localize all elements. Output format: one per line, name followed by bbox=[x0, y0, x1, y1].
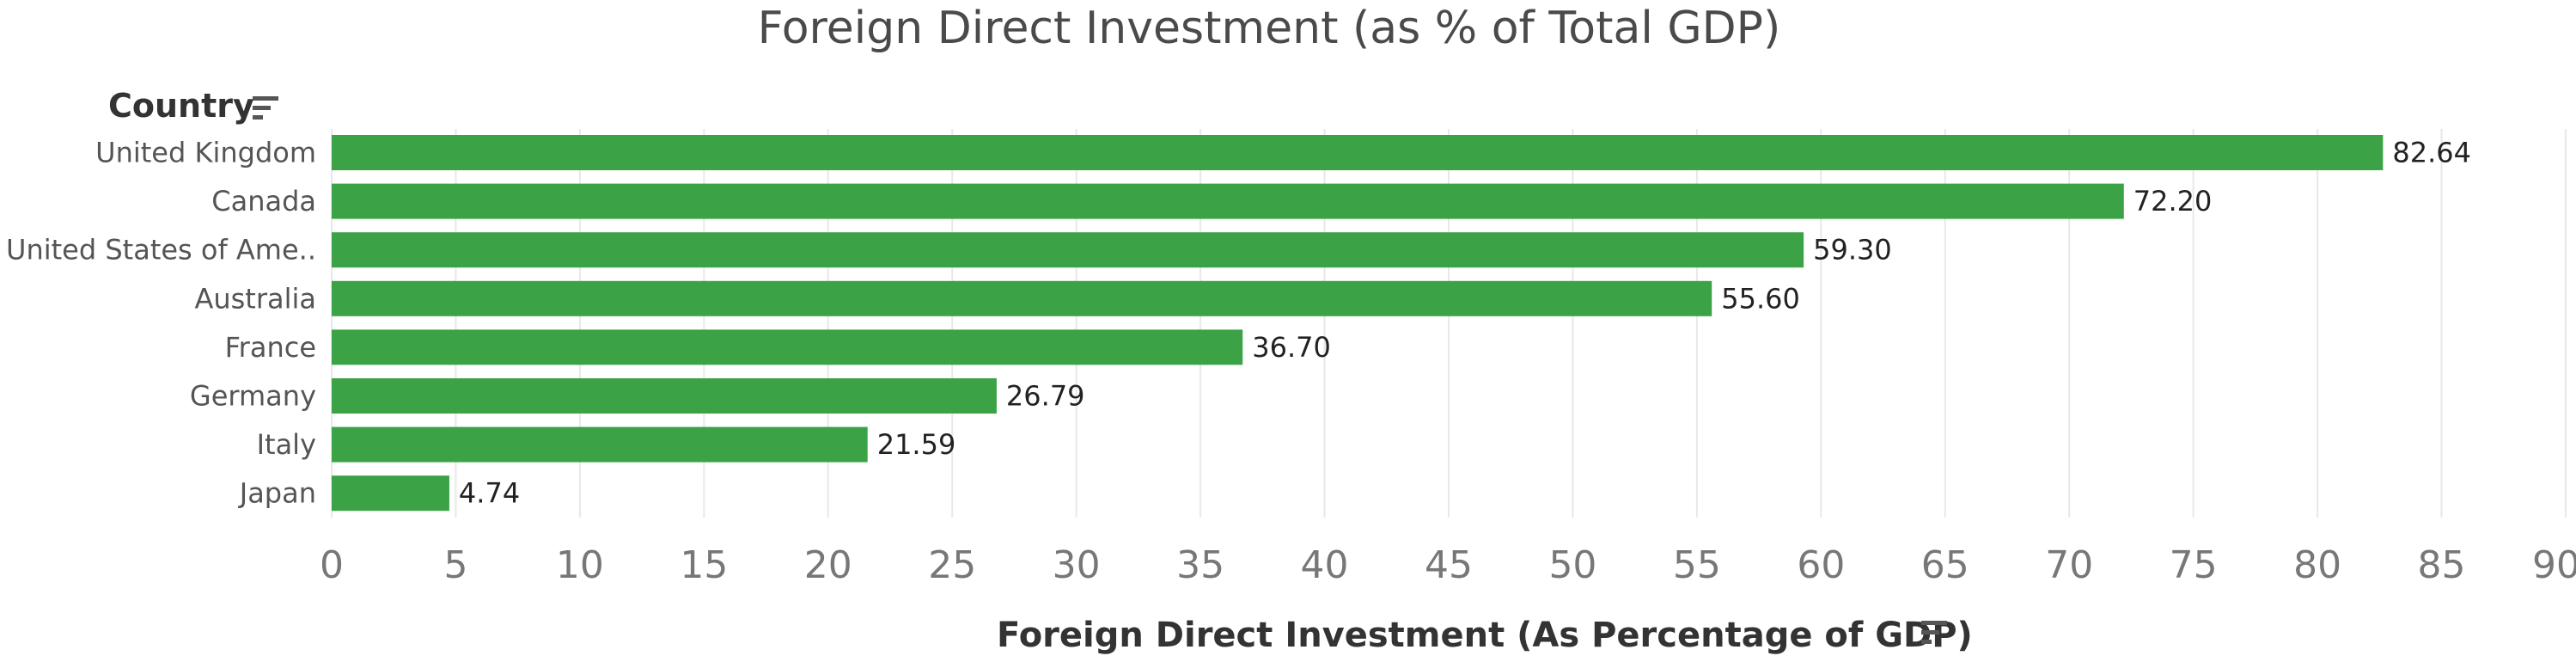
data-label: 36.70 bbox=[1252, 331, 1331, 364]
bar[interactable] bbox=[332, 135, 2384, 170]
x-tick-label: 35 bbox=[1176, 543, 1224, 587]
x-tick-label: 65 bbox=[1921, 543, 1969, 587]
x-tick-label: 70 bbox=[2045, 543, 2093, 587]
x-tick-label: 15 bbox=[680, 543, 728, 587]
bar[interactable] bbox=[332, 280, 1712, 316]
chart-title: Foreign Direct Investment (as % of Total… bbox=[758, 3, 1781, 54]
data-label: 82.64 bbox=[2392, 137, 2471, 169]
data-label: 21.59 bbox=[877, 428, 956, 461]
bars bbox=[332, 135, 2384, 512]
category-label: Italy bbox=[257, 428, 316, 461]
category-label: Canada bbox=[211, 185, 316, 218]
bar[interactable] bbox=[332, 232, 1804, 268]
bar[interactable] bbox=[332, 378, 997, 414]
category-label: United Kingdom bbox=[95, 137, 316, 169]
x-tick-label: 30 bbox=[1053, 543, 1101, 587]
data-label: 4.74 bbox=[459, 477, 520, 510]
category-label: Germany bbox=[190, 380, 316, 413]
x-tick-label: 85 bbox=[2418, 543, 2466, 587]
sort-descending-icon[interactable] bbox=[253, 96, 278, 120]
bar[interactable] bbox=[332, 426, 868, 463]
category-label: United States of Ame.. bbox=[6, 234, 316, 267]
value-labels: 82.64 72.20 59.30 55.60 36.70 26.79 21.59 4.74 bbox=[459, 137, 2471, 510]
x-tick-label: 25 bbox=[928, 543, 976, 587]
x-tick-label: 45 bbox=[1425, 543, 1473, 587]
category-labels: United Kingdom Canada United States of Ame… bbox=[6, 137, 316, 510]
x-tick-label: 40 bbox=[1301, 543, 1349, 587]
x-axis-title: Foreign Direct Investment (As Percentage… bbox=[997, 616, 1973, 655]
bar[interactable] bbox=[332, 183, 2124, 219]
bar[interactable] bbox=[332, 475, 449, 512]
y-axis-title: Country bbox=[108, 87, 254, 125]
x-tick-label: 0 bbox=[320, 543, 344, 587]
data-label: 72.20 bbox=[2133, 185, 2213, 218]
category-label: Australia bbox=[194, 282, 316, 315]
x-tick-label: 60 bbox=[1797, 543, 1845, 587]
category-label: Japan bbox=[238, 477, 316, 510]
x-tick-label: 5 bbox=[443, 543, 467, 587]
x-tick-label: 50 bbox=[1548, 543, 1596, 587]
x-tick-label: 90 bbox=[2532, 543, 2576, 587]
x-tick-label: 75 bbox=[2170, 543, 2218, 587]
bar[interactable] bbox=[332, 329, 1243, 365]
data-label: 55.60 bbox=[1721, 282, 1800, 315]
data-label: 26.79 bbox=[1006, 380, 1085, 413]
category-label: France bbox=[225, 331, 316, 364]
sort-descending-icon[interactable] bbox=[1921, 621, 1947, 644]
x-axis-ticks: 0 5 10 15 20 25 30 35 40 45 50 55 60 65 70 75 80 85 90 bbox=[320, 543, 2576, 587]
x-tick-label: 80 bbox=[2293, 543, 2341, 587]
x-tick-label: 10 bbox=[556, 543, 604, 587]
x-tick-label: 55 bbox=[1673, 543, 1721, 587]
x-tick-label: 20 bbox=[804, 543, 852, 587]
data-label: 59.30 bbox=[1813, 234, 1892, 267]
